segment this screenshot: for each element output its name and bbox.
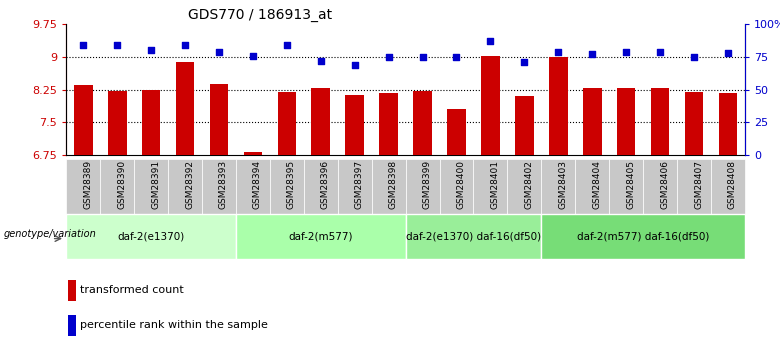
Point xyxy=(518,59,530,65)
Text: GSM28398: GSM28398 xyxy=(388,160,398,209)
Text: percentile rank within the sample: percentile rank within the sample xyxy=(80,320,268,330)
Bar xyxy=(583,88,601,155)
Text: GSM28403: GSM28403 xyxy=(558,160,567,209)
Bar xyxy=(134,159,168,214)
Point xyxy=(722,50,734,56)
Bar xyxy=(677,159,711,214)
Bar xyxy=(168,159,202,214)
Point xyxy=(450,54,463,60)
Bar xyxy=(243,152,262,155)
Text: GSM28399: GSM28399 xyxy=(423,160,431,209)
Text: GSM28394: GSM28394 xyxy=(253,160,262,209)
Text: GSM28402: GSM28402 xyxy=(524,160,534,209)
Bar xyxy=(68,280,76,301)
Bar xyxy=(236,159,270,214)
Bar xyxy=(66,214,236,259)
Bar xyxy=(66,159,101,214)
Bar xyxy=(447,109,466,155)
Text: daf-2(e1370) daf-16(df50): daf-2(e1370) daf-16(df50) xyxy=(406,231,541,241)
Point xyxy=(688,54,700,60)
Text: GSM28407: GSM28407 xyxy=(694,160,703,209)
Bar xyxy=(142,90,161,155)
Point xyxy=(111,42,123,48)
Bar xyxy=(278,92,296,155)
Bar xyxy=(651,88,669,155)
Point xyxy=(552,49,565,55)
Text: GSM28404: GSM28404 xyxy=(592,160,601,209)
Bar xyxy=(270,159,304,214)
Text: GSM28391: GSM28391 xyxy=(151,160,160,209)
Bar xyxy=(413,91,432,155)
Point xyxy=(417,54,429,60)
Point xyxy=(484,38,497,44)
Text: daf-2(m577): daf-2(m577) xyxy=(289,231,353,241)
Bar xyxy=(718,93,737,155)
Text: GSM28396: GSM28396 xyxy=(321,160,330,209)
Bar xyxy=(304,159,338,214)
Bar xyxy=(711,159,745,214)
Bar xyxy=(202,159,236,214)
Point xyxy=(281,42,293,48)
Text: transformed count: transformed count xyxy=(80,285,183,295)
Text: GSM28392: GSM28392 xyxy=(185,160,194,209)
Text: GSM28393: GSM28393 xyxy=(219,160,228,209)
Bar xyxy=(541,214,745,259)
Point xyxy=(349,62,361,68)
Bar xyxy=(406,159,440,214)
Bar xyxy=(68,315,76,336)
Bar xyxy=(236,214,406,259)
Bar xyxy=(108,91,126,155)
Point xyxy=(654,49,666,55)
Bar xyxy=(515,96,534,155)
Bar xyxy=(473,159,508,214)
Text: GSM28405: GSM28405 xyxy=(626,160,635,209)
Bar xyxy=(338,159,372,214)
Bar xyxy=(541,159,576,214)
Text: GSM28390: GSM28390 xyxy=(117,160,126,209)
Text: GSM28397: GSM28397 xyxy=(355,160,363,209)
Point xyxy=(213,49,225,55)
Text: GSM28408: GSM28408 xyxy=(728,160,737,209)
Point xyxy=(586,51,598,57)
Text: daf-2(m577) daf-16(df50): daf-2(m577) daf-16(df50) xyxy=(577,231,709,241)
Bar xyxy=(210,85,229,155)
Bar xyxy=(440,159,473,214)
Bar xyxy=(379,93,398,155)
Text: GSM28401: GSM28401 xyxy=(491,160,499,209)
Text: daf-2(e1370): daf-2(e1370) xyxy=(118,231,185,241)
Text: GDS770 / 186913_at: GDS770 / 186913_at xyxy=(189,8,332,22)
Text: GSM28389: GSM28389 xyxy=(83,160,92,209)
Point xyxy=(382,54,395,60)
Bar xyxy=(617,88,636,155)
Point xyxy=(145,48,158,53)
Bar xyxy=(346,95,364,155)
Text: genotype/variation: genotype/variation xyxy=(3,229,96,239)
Bar xyxy=(609,159,643,214)
Bar xyxy=(643,159,677,214)
Bar xyxy=(576,159,609,214)
Bar xyxy=(176,62,194,155)
Point xyxy=(620,49,633,55)
Text: GSM28400: GSM28400 xyxy=(456,160,466,209)
Bar xyxy=(74,85,93,155)
Bar xyxy=(549,57,568,155)
Point xyxy=(246,53,259,58)
Bar xyxy=(685,92,704,155)
Bar xyxy=(371,159,406,214)
Bar xyxy=(481,56,500,155)
Text: GSM28395: GSM28395 xyxy=(287,160,296,209)
Point xyxy=(179,42,191,48)
Bar xyxy=(101,159,134,214)
Text: GSM28406: GSM28406 xyxy=(660,160,669,209)
Point xyxy=(77,42,90,48)
Point xyxy=(314,58,327,63)
Bar xyxy=(311,88,330,155)
Bar xyxy=(507,159,541,214)
Bar xyxy=(406,214,541,259)
